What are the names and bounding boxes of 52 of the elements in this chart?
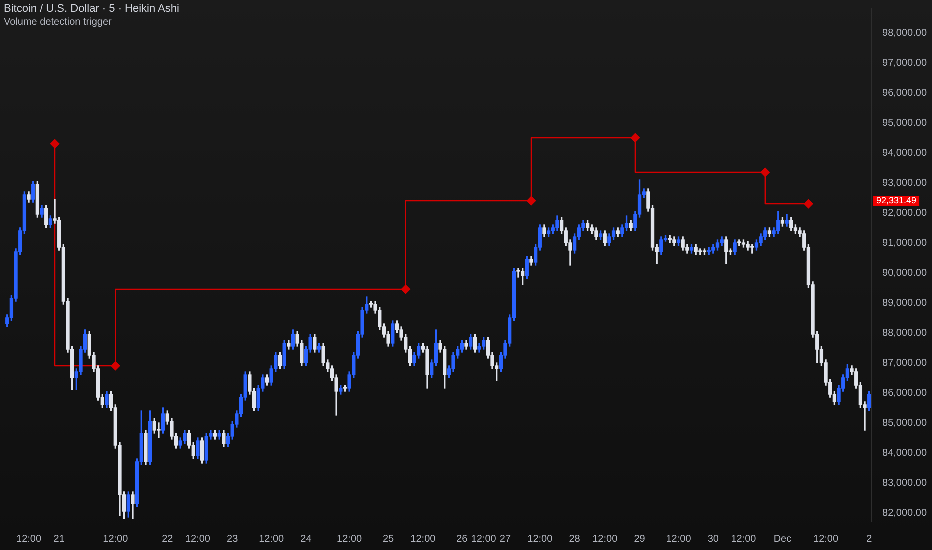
- x-tick-label: 28: [569, 534, 581, 545]
- point: [526, 196, 536, 206]
- x-tick-label: 12:00: [16, 534, 42, 545]
- x-tick-label: 29: [634, 534, 646, 545]
- y-tick-label: 86,000.00: [882, 388, 928, 399]
- y-tick-label: 82,000.00: [882, 508, 928, 519]
- y-tick-label: 91,000.00: [882, 238, 928, 249]
- point: [111, 361, 120, 371]
- x-tick-label: 2: [866, 534, 873, 545]
- x-tick-label: Dec: [774, 534, 792, 545]
- x-tick-label: 12:00: [259, 534, 285, 545]
- x-tick-label: 27: [500, 534, 512, 545]
- y-tick-label: 89,000.00: [882, 298, 928, 309]
- x-tick-label: 12:00: [814, 534, 839, 545]
- x-tick-label: 12:00: [471, 534, 497, 545]
- text: 92,331.49: [876, 195, 917, 206]
- x-tick-label: 12:00: [410, 534, 436, 545]
- x-tick-label: 25: [382, 534, 395, 545]
- y-tick-label: 87,000.00: [882, 358, 928, 369]
- candlestick: [157, 422, 161, 438]
- y-tick-label: 93,000.00: [882, 178, 928, 189]
- x-tick-label: 23: [227, 534, 239, 545]
- point: [630, 133, 640, 143]
- x-tick-label: 12:00: [337, 534, 363, 545]
- y-tick-label: 83,000.00: [882, 478, 928, 489]
- x-tick-label: 24: [300, 534, 312, 545]
- x-tick-label: 30: [708, 534, 720, 545]
- y-tick-label: 94,000.00: [882, 148, 928, 159]
- x-tick-label: 12:00: [528, 534, 554, 545]
- y-tick-label: 85,000.00: [882, 418, 928, 429]
- x-tick-label: 21: [54, 534, 66, 545]
- point: [760, 168, 770, 178]
- y-tick-label: 98,000.00: [882, 28, 928, 39]
- x-tick-label: 12:00: [185, 534, 211, 545]
- x-tick-label: 12:00: [592, 534, 618, 545]
- point: [50, 139, 60, 149]
- y-tick-label: 97,000.00: [882, 58, 928, 69]
- y-tick-label: 96,000.00: [882, 88, 928, 99]
- y-tick-label: 84,000.00: [882, 448, 928, 459]
- y-tick-label: 88,000.00: [882, 328, 928, 339]
- point: [804, 199, 814, 209]
- x-tick-label: 26: [456, 534, 468, 545]
- x-tick-label: 12:00: [103, 534, 129, 545]
- y-tick-label: 92,000.00: [882, 208, 928, 219]
- point: [401, 284, 410, 294]
- x-tick-label: 22: [162, 534, 174, 545]
- y-tick-label: 90,000.00: [882, 268, 928, 279]
- chart-title: Bitcoin / U.S. Dollar · 5 · Heikin Ashi: [4, 3, 180, 15]
- text: Volume detection trigger: [4, 17, 112, 28]
- x-tick-label: 12:00: [666, 534, 692, 545]
- x-tick-label: 12:00: [731, 534, 757, 545]
- y-tick-label: 95,000.00: [882, 118, 928, 129]
